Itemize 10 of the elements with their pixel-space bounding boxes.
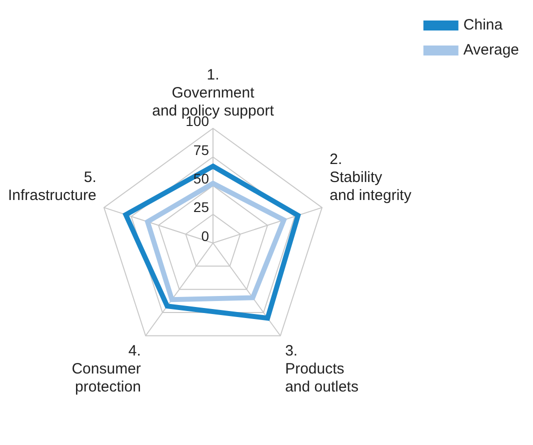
y-tick-label: 50	[193, 170, 210, 187]
y-tick-label: 0	[201, 228, 210, 244]
spoke-label: 3. Products and outlets	[285, 342, 358, 396]
y-tick-label: 75	[193, 142, 210, 158]
legend-label: China	[463, 16, 504, 34]
spoke-label: 2. Stability and integrity	[330, 151, 412, 204]
legend-label: Average	[463, 42, 520, 59]
y-tick-label: 25	[193, 199, 210, 216]
spoke-label: 4. Consumer protection	[72, 342, 141, 396]
spoke-label: 5. Infrastructure	[8, 169, 96, 204]
